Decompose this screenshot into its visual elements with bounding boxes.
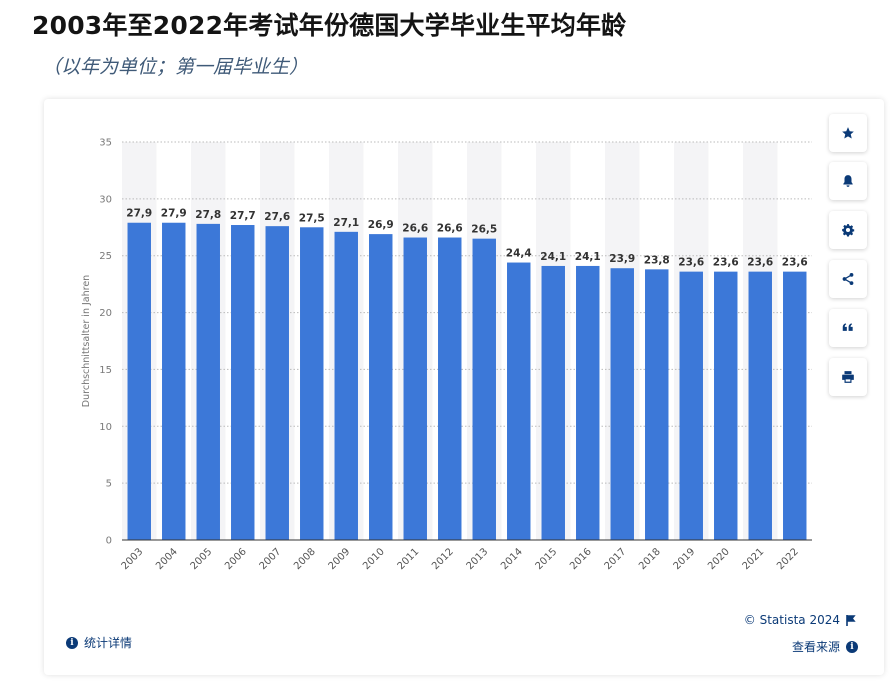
bar <box>576 265 600 540</box>
print-button[interactable] <box>829 358 867 396</box>
bar <box>541 265 565 540</box>
data-label: 26,6 <box>402 223 428 235</box>
data-label: 24,1 <box>540 251 566 263</box>
notification-button[interactable] <box>829 162 867 200</box>
x-tick-label: 2008 <box>292 546 318 572</box>
x-tick-label: 2015 <box>534 546 560 572</box>
bar <box>610 268 634 540</box>
copyright-label: © Statista 2024 <box>743 613 840 627</box>
bar-chart: 0 5 10 15 20 25 30 35 Durchschnittsalter in Jahr… <box>81 138 812 572</box>
bar <box>645 269 669 540</box>
statistics-details-link[interactable]: i 统计详情 <box>66 634 132 651</box>
y-tick-label: 15 <box>99 365 112 376</box>
bar <box>300 227 324 541</box>
x-tick-label: 2007 <box>258 546 284 572</box>
y-tick-label: 25 <box>99 251 112 262</box>
y-tick-label: 30 <box>99 194 112 205</box>
share-icon <box>842 273 854 285</box>
x-tick-label: 2022 <box>775 546 801 572</box>
gear-icon <box>842 224 855 237</box>
y-tick-label: 20 <box>99 308 112 319</box>
data-label: 27,7 <box>230 210 256 222</box>
bar <box>438 237 462 540</box>
x-tick-label: 2003 <box>120 546 146 572</box>
bar <box>472 238 496 540</box>
y-tick-label: 10 <box>99 422 112 433</box>
chart-subtitle: （以年为单位；第一届毕业生） <box>42 56 309 78</box>
bar <box>162 222 186 540</box>
share-button[interactable] <box>829 260 867 298</box>
x-tick-label: 2010 <box>361 546 387 572</box>
data-label: 24,1 <box>575 251 601 263</box>
x-tick-label: 2004 <box>154 546 180 572</box>
x-tick-label: 2020 <box>706 546 732 572</box>
bar <box>334 231 358 540</box>
x-tick-label: 2005 <box>189 546 215 572</box>
y-tick-label: 35 <box>99 138 112 149</box>
data-label: 23,6 <box>747 257 773 269</box>
data-label: 26,9 <box>368 219 394 231</box>
y-tick-label: 0 <box>106 536 112 547</box>
x-tick-label: 2019 <box>672 546 698 572</box>
data-label: 23,6 <box>678 257 704 269</box>
bar <box>679 271 703 540</box>
info-icon: i <box>66 636 78 649</box>
data-label: 27,9 <box>126 208 152 220</box>
x-tick-label: 2011 <box>396 546 422 572</box>
cite-button[interactable] <box>829 309 867 347</box>
copyright[interactable]: © Statista 2024 <box>744 613 856 627</box>
settings-button[interactable] <box>829 211 867 249</box>
show-source-label: 查看来源 <box>791 640 840 654</box>
info-icon: i <box>846 640 858 653</box>
data-label: 27,8 <box>195 209 221 221</box>
quote-icon <box>842 323 853 331</box>
data-label: 23,6 <box>782 257 808 269</box>
data-label: 27,9 <box>161 208 187 220</box>
data-label: 27,5 <box>299 212 325 224</box>
bar <box>403 237 427 540</box>
x-tick-label: 2009 <box>327 546 353 572</box>
y-axis-label: Durchschnittsalter in Jahren <box>81 275 92 407</box>
bar <box>196 223 220 541</box>
x-tick-label: 2014 <box>499 546 525 572</box>
favorite-button[interactable] <box>829 114 867 152</box>
bar <box>231 225 255 541</box>
print-icon <box>842 371 854 383</box>
flag-icon <box>846 614 856 626</box>
show-source-link[interactable]: 查看来源 i <box>792 638 858 655</box>
data-label: 24,4 <box>506 248 532 260</box>
chart-title: 2003年至2022年考试年份德国大学毕业生平均年龄 <box>32 11 627 40</box>
y-tick-label: 5 <box>106 479 112 490</box>
data-label: 23,6 <box>713 257 739 269</box>
bar <box>507 262 531 540</box>
bar <box>714 271 738 540</box>
x-tick-label: 2016 <box>568 546 594 572</box>
bar <box>748 271 772 540</box>
data-label: 27,1 <box>333 217 359 229</box>
star-icon <box>842 127 854 139</box>
bell-icon <box>843 175 853 187</box>
bar <box>265 226 289 541</box>
data-label: 23,8 <box>644 254 670 266</box>
bar <box>369 234 393 540</box>
x-tick-label: 2018 <box>637 546 663 572</box>
x-tick-label: 2017 <box>603 546 629 572</box>
data-label: 23,9 <box>609 253 635 265</box>
x-tick-label: 2012 <box>430 546 456 572</box>
bar <box>127 222 151 540</box>
statistics-details-label: 统计详情 <box>84 636 133 650</box>
chart-card: 0 5 10 15 20 25 30 35 Durchschnittsalter in Jahr… <box>44 99 884 675</box>
data-label: 26,5 <box>471 224 497 236</box>
x-tick-label: 2006 <box>223 546 249 572</box>
data-label: 27,6 <box>264 211 290 223</box>
data-label: 26,6 <box>437 223 463 235</box>
bar <box>783 271 807 540</box>
x-tick-label: 2021 <box>741 546 767 572</box>
x-tick-label: 2013 <box>465 546 491 572</box>
